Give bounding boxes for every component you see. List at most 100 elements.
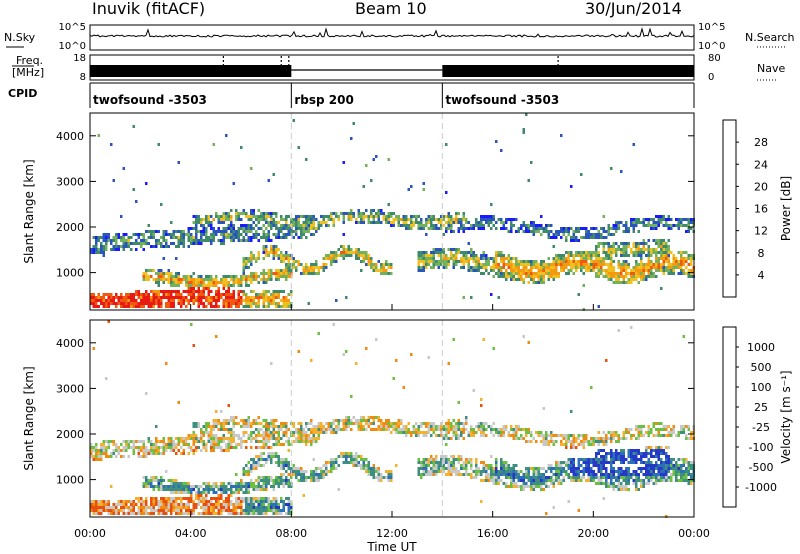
vel-cell: [427, 425, 430, 428]
power-cell: [592, 269, 595, 272]
power-cell: [670, 227, 673, 230]
vel-cell: [170, 482, 173, 485]
power-cell: [485, 218, 488, 221]
power-cell: [115, 248, 118, 251]
power-cell: [175, 230, 178, 233]
vel-cell: [167, 503, 170, 506]
power-cell: [215, 212, 218, 215]
vel-cell: [152, 488, 155, 491]
power-cell: [477, 269, 480, 272]
power-cell: [477, 260, 480, 263]
power-cell: [257, 239, 260, 242]
vel-cell: [265, 479, 268, 482]
vel-cell: [127, 512, 130, 515]
vel-cell: [612, 455, 615, 458]
power-cell: [650, 269, 653, 272]
power-cell: [247, 215, 250, 218]
vel-cell: [205, 512, 208, 515]
power-cell: [612, 248, 615, 251]
vel-cell: [240, 482, 243, 485]
power-cell: [222, 305, 225, 308]
vel-cell: [337, 422, 340, 425]
vel-cell: [550, 482, 553, 485]
vel-cell: [420, 473, 423, 476]
vel-cell: [160, 440, 163, 443]
power-cell: [460, 218, 463, 221]
power-cell: [567, 251, 570, 254]
vel-cell: [450, 422, 453, 425]
power-cell: [175, 293, 178, 296]
power-cell: [515, 272, 518, 275]
power-cell: [497, 266, 500, 269]
power-cell: [127, 305, 130, 308]
power-cell: [312, 215, 315, 218]
vel-cell: [302, 440, 305, 443]
vel-cell: [442, 425, 445, 428]
vel-cell: [447, 467, 450, 470]
vel-cell: [230, 485, 233, 488]
vel-cell: [382, 422, 385, 425]
vel-cell: [270, 503, 273, 506]
vel-cell: [260, 479, 263, 482]
power-cell: [332, 254, 335, 257]
vel-cell: [505, 482, 508, 485]
vel-cell: [370, 467, 373, 470]
vel-cell: [537, 470, 540, 473]
vel-cell: [597, 449, 600, 452]
vel-cell: [507, 467, 510, 470]
power-cell: [615, 248, 618, 251]
vel-cell: [440, 470, 443, 473]
power-cell: [472, 254, 475, 257]
power-cell: [385, 218, 388, 221]
power-cell: [165, 278, 168, 281]
power-cell: [582, 266, 585, 269]
power-cell: [265, 251, 268, 254]
power-cell: [197, 296, 200, 299]
power-cell: [305, 221, 308, 224]
power-cell: [265, 278, 268, 281]
vel-cell: [227, 503, 230, 506]
vel-cell: [420, 461, 423, 464]
power-cell: [630, 218, 633, 221]
vel-cell: [487, 464, 490, 467]
power-cell: [277, 302, 280, 305]
vel-cell: [105, 452, 108, 455]
power-cell: [227, 275, 230, 278]
vel-cell: [485, 467, 488, 470]
vel-cell: [332, 323, 335, 326]
vel-cell: [512, 464, 515, 467]
vel-cell: [147, 449, 150, 452]
power-cell: [382, 215, 385, 218]
vel-cell: [97, 455, 100, 458]
power-cell: [225, 215, 228, 218]
power-cell: [572, 254, 575, 257]
power-cell: [392, 212, 395, 215]
vel-cell: [285, 470, 288, 473]
power-cell: [342, 215, 345, 218]
power-cell: [335, 215, 338, 218]
power-cell: [202, 224, 205, 227]
vel-cell: [320, 470, 323, 473]
power-cell: [235, 209, 238, 212]
power-cell: [437, 248, 440, 251]
vel-cell: [92, 455, 95, 458]
vel-cell: [460, 428, 463, 431]
vel-cell: [262, 512, 265, 515]
power-cell: [642, 248, 645, 251]
vel-cell: [427, 458, 430, 461]
vel-cell: [240, 479, 243, 482]
power-cell: [555, 260, 558, 263]
power-cell: [245, 281, 248, 284]
power-cell: [207, 290, 210, 293]
vel-cell: [205, 443, 208, 446]
vel-cell: [482, 422, 485, 425]
vel-cell: [547, 485, 550, 488]
cpid-label: CPID: [8, 87, 38, 100]
vel-cell: [552, 479, 555, 482]
vel-cell: [335, 461, 338, 464]
power-cell: [237, 299, 240, 302]
power-cell: [165, 242, 168, 245]
vel-cell: [107, 440, 110, 443]
vel-cell: [377, 419, 380, 422]
power-cell: [90, 248, 93, 251]
